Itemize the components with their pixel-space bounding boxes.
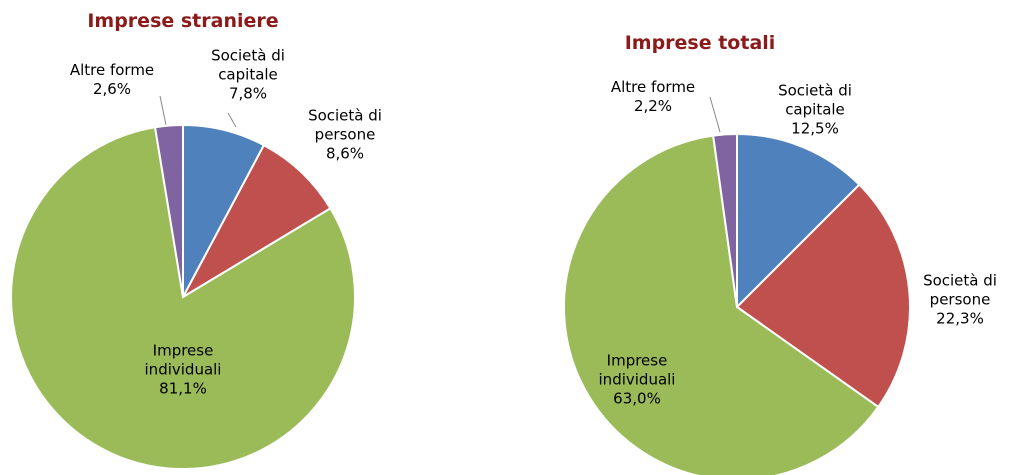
leader-line	[159, 95, 167, 126]
value-label: 63,0%	[613, 389, 661, 408]
pie-slice	[736, 132, 861, 310]
category-label: Altre forme	[610, 78, 696, 96]
value-label: 2,2%	[633, 97, 673, 115]
pie-slice	[10, 126, 356, 470]
value-label: 8,6%	[325, 144, 365, 163]
chart-title: Imprese totali	[624, 32, 776, 54]
slice-label: Altre forme 2,2%	[598, 78, 708, 116]
pie-slice	[563, 134, 880, 475]
slice-label: Imprese individuali 81,1%	[128, 342, 238, 399]
slice-label: Società di capitale 7,8%	[193, 47, 303, 104]
slice-label: Imprese individuali 63,0%	[582, 352, 692, 409]
category-label: Altre forme	[69, 61, 155, 79]
leader-line	[227, 112, 237, 128]
pie-slice	[735, 183, 911, 409]
category-label: Società di persone	[308, 106, 382, 144]
value-label: 7,8%	[228, 84, 268, 103]
category-label: Società di capitale	[211, 46, 285, 84]
pie-slice	[180, 143, 332, 300]
category-label: Imprese individuali	[598, 351, 676, 389]
category-label: Società di capitale	[778, 81, 852, 119]
pie-slice	[153, 123, 184, 298]
slice-label: Società di persone 22,3%	[905, 272, 1014, 329]
category-label: Imprese individuali	[144, 341, 222, 379]
value-label: 2,6%	[92, 80, 132, 98]
leader-line	[709, 96, 721, 133]
slice-label: Altre forme 2,6%	[57, 61, 167, 99]
slice-label: Società di capitale 12,5%	[760, 82, 870, 139]
chart-title: Imprese straniere	[87, 10, 279, 32]
slice-label: Società di persone 8,6%	[290, 107, 400, 164]
pie-slice	[712, 132, 738, 308]
category-label: Società di persone	[923, 271, 997, 309]
value-label: 22,3%	[936, 309, 984, 328]
value-label: 81,1%	[159, 379, 207, 398]
value-label: 12,5%	[791, 119, 839, 138]
